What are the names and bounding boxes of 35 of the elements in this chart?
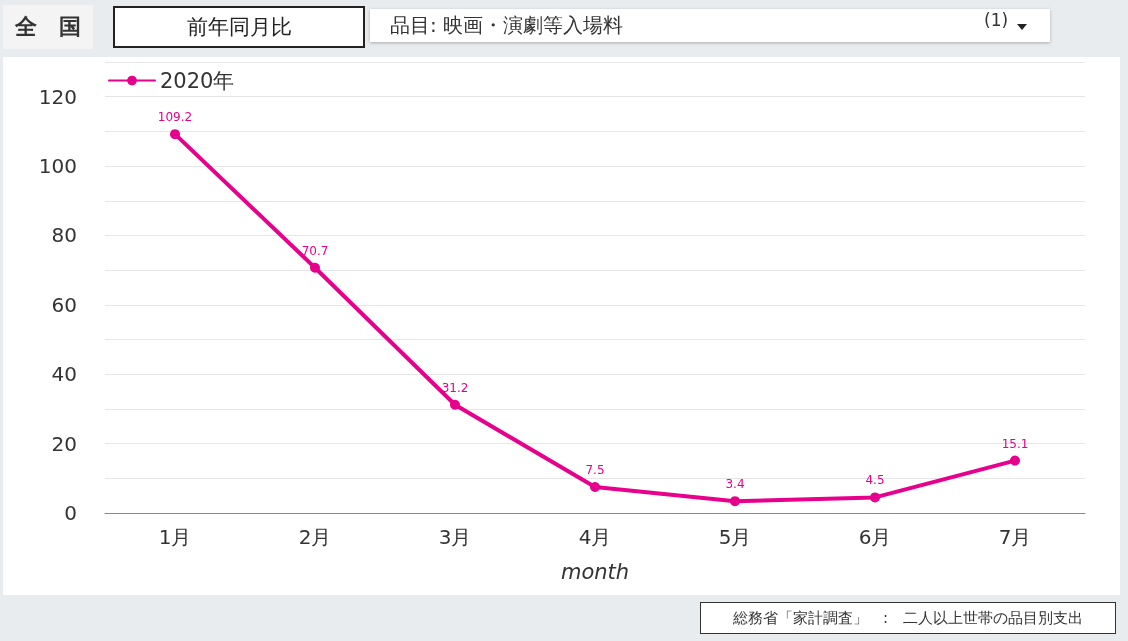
point [170,129,180,140]
y-tick-label: 20 [51,431,77,456]
data-label: 109.2 [157,110,193,125]
chart-subtitle: 前年同月比 [113,6,365,48]
data-label: 3.4 [725,477,745,492]
text: 総務省「家計調査」 : 二人以上世帯の品目別支出 [700,602,1116,634]
data-label: 15.1 [1001,436,1029,451]
x-tick-label: 4月 [578,525,612,549]
y-tick-label: 80 [51,223,77,248]
x-tick-label: 7月 [998,525,1032,549]
x-axis-title: month [560,559,630,584]
y-tick-label: 60 [51,292,77,317]
legend-label: 2020年 [160,68,235,93]
point [590,481,600,492]
x-tick-label: 3月 [438,525,472,549]
data-label: 70.7 [301,243,329,258]
data-label: 31.2 [441,380,469,395]
y-tick-label: 120 [38,84,77,109]
point [310,262,320,273]
point [450,399,460,410]
text: (1) [984,10,1009,30]
data-label: 4.5 [865,473,885,488]
x-tick-label: 5月 [718,525,752,549]
x-tick-label: 6月 [858,525,892,549]
data-label: 7.5 [585,462,605,477]
x-tick-label: 2月 [298,525,332,549]
chart-title: 品目: 映画・演劇等入場料 [390,12,624,39]
point [1010,455,1020,466]
point [730,496,740,507]
x-tick-label: 1月 [158,525,192,549]
point [870,492,880,503]
text: 全 国 [3,5,93,49]
y-tick-label: 40 [51,362,77,387]
y-tick-label: 100 [38,154,77,179]
y-tick-label: 0 [64,501,77,525]
